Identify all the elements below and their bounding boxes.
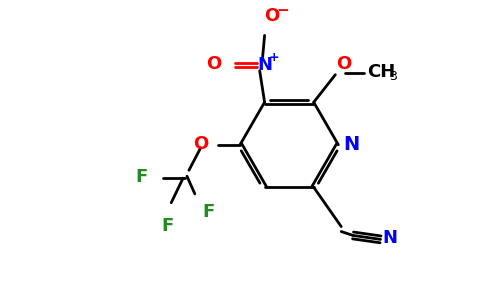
Text: N: N (257, 56, 272, 74)
Text: 3: 3 (390, 70, 397, 83)
Text: O: O (206, 55, 221, 73)
Text: +: + (269, 50, 279, 64)
Text: F: F (161, 218, 173, 236)
Text: F: F (136, 168, 148, 186)
Text: CH: CH (367, 63, 395, 81)
Text: O: O (336, 55, 351, 73)
Text: N: N (343, 135, 360, 154)
Text: O: O (193, 135, 209, 153)
Text: F: F (203, 203, 215, 221)
Text: N: N (382, 230, 397, 247)
Text: −: − (276, 3, 289, 18)
Text: O: O (265, 7, 280, 25)
